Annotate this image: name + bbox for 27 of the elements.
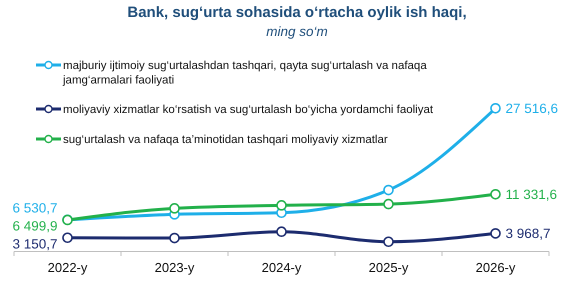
point xyxy=(276,226,287,238)
point xyxy=(383,184,394,196)
x-tick-label: 2022-y xyxy=(48,260,88,275)
x-tick-label: 2025-y xyxy=(368,260,409,275)
point xyxy=(490,188,501,200)
chart-title: Bank, sug‘urta sohasida o‘rtacha oylik ish haqi, xyxy=(127,4,467,21)
legend-label: sug‘urtalash va nafaqa ta’minotidan tashqari moliyaviy xizmatlar xyxy=(63,134,388,146)
data-label: 6 499,9 xyxy=(12,218,58,234)
point xyxy=(169,203,180,214)
data-label: 3 150,7 xyxy=(12,236,58,252)
point xyxy=(383,198,394,210)
point xyxy=(62,232,73,244)
point xyxy=(490,228,501,239)
data-label: 11 331,6 xyxy=(506,187,558,202)
data-label: 27 516,6 xyxy=(506,101,558,116)
x-tick-label: 2026-y xyxy=(476,260,516,275)
legend-label: majburiy ijtimoiy sug‘urtalashdan tashqari, qayta sug‘urtalash va nafaqa jamg‘armalari faoliyati xyxy=(62,60,428,86)
point xyxy=(490,103,501,114)
x-tick-label: 2024-y xyxy=(262,260,302,275)
legend-label: moliyaviy xizmatlar ko‘rsatish va sug‘urtalash bo‘yicha yordamchi faoliyat xyxy=(63,104,434,116)
point xyxy=(276,200,287,211)
point xyxy=(383,236,394,248)
point xyxy=(169,232,180,244)
chart-subtitle: ming so‘m xyxy=(266,24,328,39)
data-label: 3 968,7 xyxy=(506,226,551,242)
x-tick-label: 2023-y xyxy=(154,260,195,275)
data-label: 6 530,7 xyxy=(12,200,58,216)
